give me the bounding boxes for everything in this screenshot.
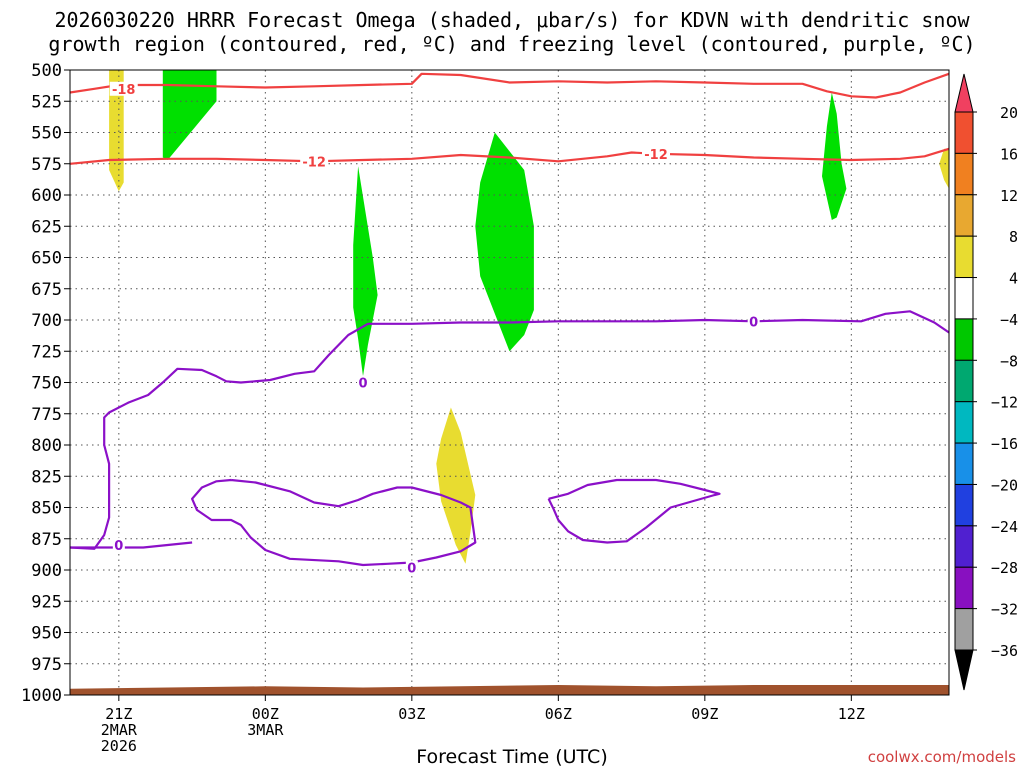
freezing-contour-3 [547,478,721,544]
freezing-contour-label-bg [357,375,369,390]
colorbar-swatch [954,483,974,527]
chart-title: 2026030220 HRRR Forecast Omega (shaded, … [0,8,1024,56]
dgz-contour-label: -12 [644,148,668,163]
y-tick-label: 525 [31,92,62,112]
y-tick-label: 600 [31,186,62,206]
colorbar-label: 20 [1000,104,1018,122]
dgz-contour-0 [69,72,950,99]
y-tick-label: 650 [31,249,62,269]
omega-region-5 [436,407,476,564]
x-tick-label: 03Z [398,705,425,723]
colorbar-label: 16 [1000,145,1018,163]
colorbar-label: −28 [991,559,1018,577]
colorbar-swatch [954,401,974,444]
x-tick-label: 21Z [105,705,132,723]
colorbar-label: −32 [991,601,1018,619]
y-tick-label: 800 [31,436,62,456]
colorbar-label: 8 [1009,228,1018,246]
colorbar-label: −12 [991,394,1018,412]
colorbar-swatch [954,235,974,279]
colorbar-label: 12 [1000,187,1018,205]
credit-link[interactable]: coolwx.com/models [867,748,1016,766]
y-tick-label: 775 [31,405,62,425]
colorbar-bottom-arrow [954,649,974,691]
freezing-contour-label-bg [405,560,418,575]
colorbar-swatch [954,566,974,610]
colorbar-swatch [954,277,974,320]
y-tick-label: 675 [31,280,62,300]
x-tick-label: 2026 [101,737,137,755]
colorbar-label: −24 [991,518,1018,536]
x-tick-label: 06Z [545,705,572,723]
colorbar-label: −8 [1000,352,1018,370]
freezing-contour-label: 0 [407,562,416,577]
colorbar-label: −4 [1000,311,1018,329]
dgz-contour-1 [69,147,950,165]
x-tick-label: 09Z [691,705,718,723]
freezing-contour-1 [70,541,193,549]
freezing-contour-label-bg [747,314,760,329]
colorbar-label: −16 [991,435,1018,453]
chart-title-line-1: 2026030220 HRRR Forecast Omega (shaded, … [54,8,970,32]
y-tick-label: 500 [31,61,62,81]
dgz-contour-label: -12 [302,155,326,170]
y-tick-label: 750 [31,374,62,394]
colorbar-swatch [954,525,974,568]
dgz-contour-label-bg [642,146,670,161]
y-tick-label: 975 [31,655,62,675]
dgz-contour-label-bg [109,81,138,96]
dgz-contour-label-bg [300,154,329,169]
x-tick-label: 00Z [252,705,279,723]
x-tick-label: 2MAR [101,721,138,739]
colorbar-swatch [954,318,974,361]
omega-region-1 [162,70,217,160]
freezing-contour-label: 0 [358,377,367,392]
y-tick-label: 725 [31,342,62,362]
x-tick-label: 3MAR [247,721,284,739]
chart-title-line-2: growth region (contoured, red, ºC) and f… [48,32,976,56]
colorbar-swatch [954,359,974,403]
y-tick-label: 625 [31,217,62,237]
colorbar-swatch [954,194,974,237]
y-tick-label: 900 [31,561,62,581]
colorbar-swatch [954,152,974,196]
colorbar-top-arrow [954,73,974,113]
omega-region-4 [822,92,847,220]
y-tick-label: 575 [31,155,62,175]
colorbar-swatch [954,442,974,485]
omega-region-6 [939,148,949,189]
colorbar-swatch [954,111,974,154]
freezing-contour-2 [191,478,477,567]
y-tick-label: 925 [31,592,62,612]
y-tick-label: 700 [31,311,62,331]
x-tick-label: 12Z [838,705,865,723]
freezing-contour-label-bg [112,538,125,552]
freezing-contour-label: 0 [749,315,758,330]
y-tick-label: 825 [31,467,62,487]
y-tick-label: 1000 [21,686,62,706]
colorbar-label: 4 [1009,270,1018,288]
colorbar-swatch [954,608,974,651]
y-tick-label: 875 [31,530,62,550]
freezing-contour-label: 0 [114,539,123,554]
dgz-contour-label: -18 [112,83,136,98]
terrain-fill [70,685,949,695]
omega-region-3 [475,132,534,352]
y-tick-label: 850 [31,499,62,519]
y-tick-label: 550 [31,124,62,144]
colorbar-label: −36 [991,642,1018,660]
y-tick-label: 950 [31,624,62,644]
x-axis-label: Forecast Time (UTC) [416,746,608,768]
colorbar-label: −20 [991,476,1018,494]
